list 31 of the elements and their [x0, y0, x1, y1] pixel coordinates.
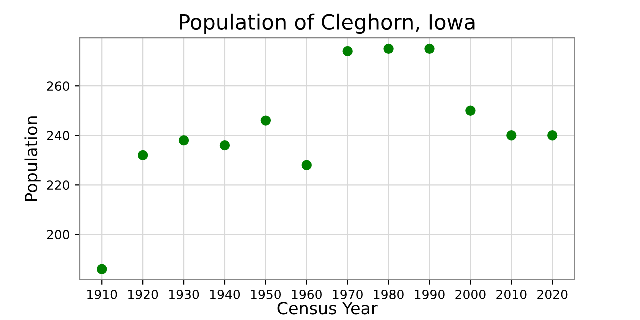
x-tick-label: 1930 [169, 290, 200, 300]
point [466, 106, 476, 116]
point [548, 130, 558, 141]
point [97, 264, 108, 274]
y-tick-label: 200 [47, 230, 70, 240]
y-tick-label: 220 [47, 180, 70, 190]
x-tick-label: 1980 [374, 290, 404, 300]
point [424, 44, 435, 54]
point [506, 130, 517, 141]
y-tick-label: 240 [47, 131, 70, 141]
x-tick-label: 1970 [333, 290, 363, 300]
x-tick-label: 2000 [456, 290, 486, 300]
x-tick-label: 1990 [415, 290, 445, 300]
y-tick-label: 260 [47, 82, 70, 92]
point [260, 116, 272, 126]
x-tick-label: 1960 [292, 290, 322, 300]
point [302, 160, 312, 170]
x-tick-label: 2020 [538, 290, 568, 300]
point [220, 140, 230, 151]
x-tick-label: 1950 [251, 290, 282, 300]
point [178, 136, 190, 146]
x-tick-label: 2010 [496, 290, 527, 300]
point [342, 46, 353, 57]
point [384, 44, 394, 54]
x-axis-title: Census Year [278, 302, 378, 315]
point [138, 150, 148, 161]
x-tick-label: 1920 [128, 290, 158, 300]
chart-title: Population of Cleghorn, Iowa [180, 14, 475, 34]
x-tick-label: 1910 [88, 290, 118, 300]
x-tick-label: 1940 [210, 290, 240, 300]
y-axis-title: Population [24, 116, 41, 202]
